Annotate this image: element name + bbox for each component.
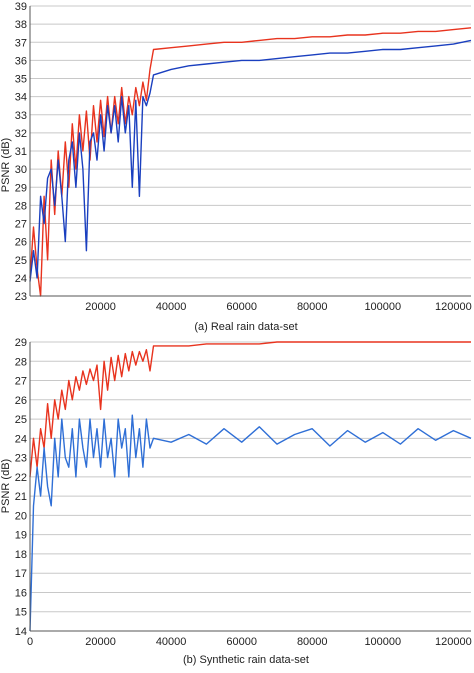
panel-a-x-tick-label: 40000 — [156, 301, 187, 313]
panel-a-y-tick-label: 27 — [15, 219, 27, 231]
panel-a-y-tick-label: 30 — [15, 164, 27, 176]
panel-b-y-tick-label: 22 — [15, 472, 27, 484]
panel-b-gridlines — [30, 341, 471, 632]
panel-b-y-tick-label: 27 — [15, 376, 27, 388]
panel-a-y-tick-label: 33 — [15, 110, 27, 122]
panel-a-y-tick-label: 36 — [15, 55, 27, 67]
panel-b-y-tick-label: 29 — [15, 337, 27, 349]
panel-a-series-2-line — [29, 39, 472, 282]
panel-a-y-tick-label: 37 — [15, 37, 27, 49]
panel-b-y-tick-label: 25 — [15, 414, 27, 426]
panel-a-y-tick-label: 28 — [15, 200, 27, 212]
panel-b-y-tick-label: 21 — [15, 491, 27, 503]
panel-b-x-tick-label: 60000 — [226, 636, 257, 648]
panel-a-x-tick-label: 60000 — [226, 301, 257, 313]
panel-a-y-tick-label: 39 — [15, 1, 27, 13]
panel-a-caption: (a) Real rain data-set — [194, 321, 297, 333]
panel-b-x-tick-label: 0 — [27, 636, 33, 648]
panel-a-y-tick-label: 25 — [15, 255, 27, 267]
panel-a-y-tick-label: 32 — [15, 128, 27, 140]
panel-b-x-tick-label: 120000 — [435, 636, 472, 648]
panel-a-y-tick-label: 29 — [15, 182, 27, 194]
panel-b-series-1-line — [29, 341, 471, 477]
panel-b-y-tick-label: 28 — [15, 356, 27, 368]
panel-b-x-tick-label: 40000 — [156, 636, 187, 648]
panel-b-y-tick-label: 16 — [15, 587, 27, 599]
panel-b-series — [29, 341, 472, 632]
panel-a-x-tick-label: 120000 — [435, 301, 472, 313]
panel-b-y-tick-label: 20 — [15, 510, 27, 522]
panel-a-x-tick-label: 80000 — [297, 301, 328, 313]
panel-a-series-1-line — [29, 27, 472, 297]
panel-b-x-tick-label: 80000 — [297, 636, 328, 648]
panel-b: 14 15 16 17 18 19 20 21 22 23 24 25 26 27 28 29 0 20000 4… — [0, 337, 472, 666]
panel-b-x-tick-label: 20000 — [85, 636, 116, 648]
panel-a-series — [29, 27, 472, 297]
panel-b-y-ticks: 14 15 16 17 18 19 20 21 22 23 24 25 26 27 28 29 — [15, 337, 27, 638]
panel-b-caption: (b) Synthetic rain data-set — [183, 654, 309, 666]
panel-a-y-tick-label: 34 — [15, 92, 27, 104]
panel-b-y-tick-label: 18 — [15, 549, 27, 561]
panel-b-y-tick-label: 24 — [15, 433, 27, 445]
panel-b-series-2-line — [29, 414, 472, 632]
panel-a: 23 24 25 26 27 28 29 30 31 32 33 34 35 36 37 38 39 20000… — [0, 1, 472, 333]
panel-b-y-tick-label: 26 — [15, 395, 27, 407]
panel-b-y-tick-label: 23 — [15, 453, 27, 465]
panel-a-y-ticks: 23 24 25 26 27 28 29 30 31 32 33 34 35 36 37 38 39 — [15, 1, 27, 303]
panel-a-y-tick-label: 35 — [15, 74, 27, 86]
panel-a-axes — [29, 6, 471, 297]
panel-a-x-tick-label: 100000 — [364, 301, 401, 313]
panel-b-y-tick-label: 19 — [15, 530, 27, 542]
panel-a-x-tick-label: 20000 — [85, 301, 116, 313]
panel-b-x-tick-label: 100000 — [364, 636, 401, 648]
panel-a-y-tick-label: 38 — [15, 19, 27, 31]
panel-a-y-tick-label: 31 — [15, 146, 27, 158]
panel-a-y-tick-label: 24 — [15, 273, 27, 285]
panel-a-x-ticks: 20000 40000 60000 80000 100000 120000 — [85, 301, 471, 313]
panel-b-y-tick-label: 14 — [15, 626, 27, 638]
panel-a-y-tick-label: 23 — [15, 291, 27, 303]
panel-b-y-tick-label: 15 — [15, 607, 27, 619]
panel-b-axes — [29, 342, 471, 632]
panel-a-y-tick-label: 26 — [15, 237, 27, 249]
panel-b-x-ticks: 0 20000 40000 60000 80000 100000 120000 — [27, 636, 472, 648]
panel-a-ylabel: PSNR (dB) — [0, 138, 12, 192]
panel-b-ylabel: PSNR (dB) — [0, 459, 12, 513]
panel-b-y-tick-label: 17 — [15, 568, 27, 580]
